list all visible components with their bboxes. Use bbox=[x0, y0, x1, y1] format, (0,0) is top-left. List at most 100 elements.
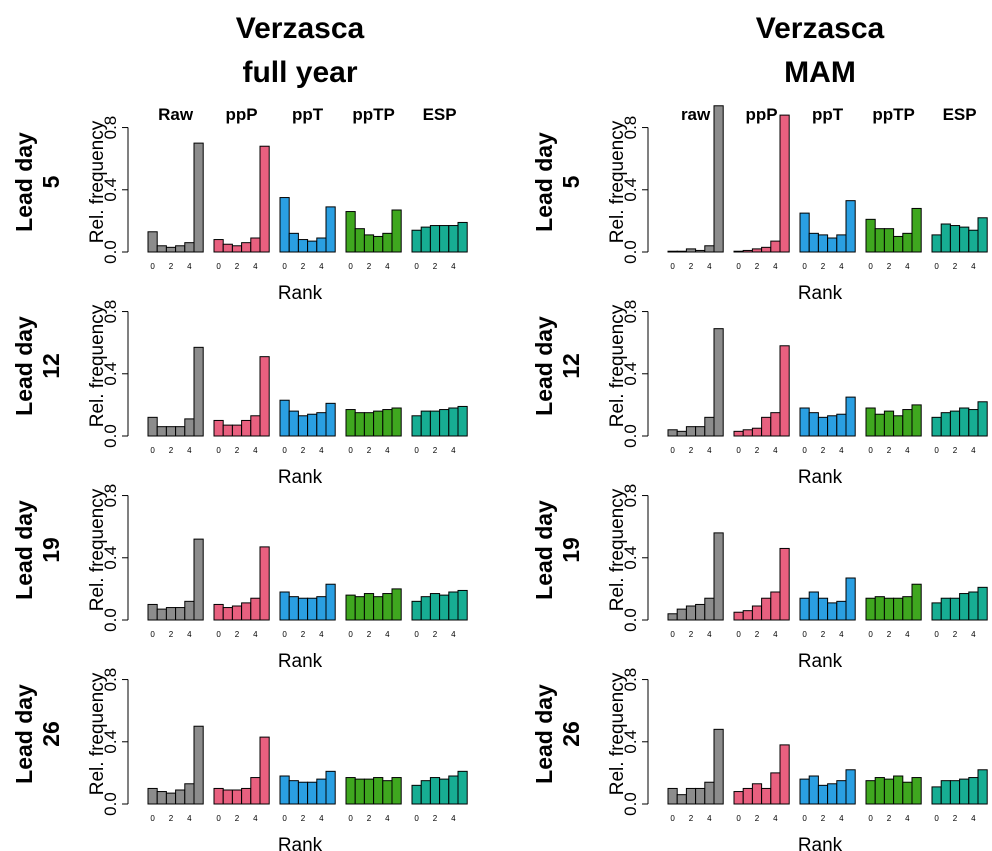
x-tick-label: 4 bbox=[971, 446, 976, 455]
y-axis-label: Rel. frequency bbox=[87, 672, 108, 795]
x-tick-label: 0 bbox=[802, 262, 807, 271]
x-tick-label: 0 bbox=[150, 630, 155, 639]
bar-ppp-rank-2 bbox=[231, 789, 243, 805]
x-tick-label: 0 bbox=[348, 814, 353, 823]
bar-esp-rank-4 bbox=[968, 409, 979, 437]
bar-pptp-rank-1 bbox=[354, 228, 365, 253]
bar-pptp-rank-0 bbox=[345, 594, 356, 621]
x-tick-label: 0 bbox=[348, 446, 353, 455]
x-tick-label: 2 bbox=[301, 814, 306, 823]
bar-pptp-rank-5 bbox=[911, 777, 922, 805]
row-label-lead-number: 5 bbox=[38, 175, 64, 188]
bar-raw-rank-2 bbox=[685, 426, 697, 437]
bar-pptp-rank-4 bbox=[382, 232, 393, 253]
bar-ppt-rank-0 bbox=[279, 399, 290, 437]
bar-pptp-rank-5 bbox=[911, 404, 922, 437]
bar-ppp-rank-5 bbox=[259, 736, 270, 805]
y-tick-label: 0.4 bbox=[621, 546, 640, 570]
bar-raw-rank-5 bbox=[713, 728, 724, 805]
bar-pptp-rank-2 bbox=[363, 234, 375, 253]
bar-ppt-rank-0 bbox=[799, 212, 810, 253]
bar-esp-rank-5 bbox=[457, 221, 468, 253]
x-tick-label: 2 bbox=[367, 446, 372, 455]
x-tick-label: 2 bbox=[433, 446, 438, 455]
bar-ppp-rank-3 bbox=[761, 246, 772, 253]
bar-esp-rank-0 bbox=[931, 786, 942, 805]
x-tick-label: 2 bbox=[301, 630, 306, 639]
x-tick-label: 4 bbox=[905, 630, 910, 639]
bar-ppp-rank-4 bbox=[250, 597, 261, 621]
bar-ppp-rank-1 bbox=[742, 429, 753, 437]
bar-raw-rank-3 bbox=[695, 249, 706, 253]
y-tick-label: 0.8 bbox=[621, 484, 640, 508]
bar-raw-rank-3 bbox=[175, 245, 186, 253]
y-tick-label: 0.4 bbox=[621, 730, 640, 754]
x-tick-label: 2 bbox=[887, 814, 892, 823]
y-tick-label: 0.4 bbox=[621, 178, 640, 202]
bar-ppt-rank-0 bbox=[799, 778, 810, 805]
y-tick-label: 0.8 bbox=[101, 484, 120, 508]
x-tick-label: 2 bbox=[367, 814, 372, 823]
x-tick-label: 2 bbox=[953, 446, 958, 455]
bar-esp-rank-4 bbox=[448, 775, 459, 805]
x-tick-label: 0 bbox=[216, 630, 221, 639]
bar-esp-rank-1 bbox=[420, 596, 431, 621]
bar-ppp-rank-5 bbox=[779, 114, 790, 253]
method-header-pptp: ppTP bbox=[352, 105, 395, 124]
bar-esp-rank-0 bbox=[931, 234, 942, 253]
x-tick-label: 4 bbox=[905, 262, 910, 271]
bar-esp-rank-1 bbox=[420, 780, 431, 805]
x-tick-label: 0 bbox=[670, 630, 675, 639]
bar-ppt-rank-3 bbox=[827, 237, 838, 253]
bar-esp-rank-0 bbox=[411, 229, 422, 253]
x-tick-label: 4 bbox=[319, 446, 324, 455]
bar-ppt-rank-4 bbox=[836, 600, 847, 621]
bar-ppt-rank-3 bbox=[307, 781, 318, 805]
x-tick-label: 0 bbox=[414, 446, 419, 455]
x-tick-label: 0 bbox=[670, 446, 675, 455]
bar-pptp-rank-1 bbox=[874, 777, 885, 805]
bar-ppp-rank-3 bbox=[761, 787, 772, 805]
y-tick-label: 0.0 bbox=[621, 240, 640, 264]
bar-ppp-rank-2 bbox=[751, 605, 763, 621]
bar-esp-rank-0 bbox=[411, 784, 422, 805]
bar-esp-rank-5 bbox=[977, 401, 988, 437]
bar-esp-rank-2 bbox=[429, 410, 441, 437]
bar-pptp-rank-1 bbox=[354, 412, 365, 437]
x-tick-label: 4 bbox=[385, 630, 390, 639]
bar-ppt-rank-5 bbox=[325, 770, 336, 805]
x-tick-label: 4 bbox=[451, 814, 456, 823]
x-tick-label: 4 bbox=[773, 446, 778, 455]
bar-esp-rank-2 bbox=[949, 597, 961, 621]
x-tick-label: 2 bbox=[887, 446, 892, 455]
y-tick-label: 0.8 bbox=[621, 116, 640, 140]
bar-pptp-rank-5 bbox=[391, 588, 402, 621]
bar-ppp-rank-4 bbox=[770, 772, 781, 805]
x-tick-label: 0 bbox=[282, 630, 287, 639]
x-tick-label: 0 bbox=[736, 446, 741, 455]
bar-raw-rank-1 bbox=[156, 791, 167, 805]
bar-ppp-rank-2 bbox=[751, 427, 763, 437]
x-axis-label: Rank bbox=[278, 651, 323, 672]
x-tick-label: 0 bbox=[868, 630, 873, 639]
bar-pptp-rank-4 bbox=[902, 781, 913, 805]
y-axis-label: Rel. frequency bbox=[607, 672, 628, 795]
bar-ppt-rank-3 bbox=[307, 413, 318, 437]
bar-esp-rank-4 bbox=[448, 591, 459, 621]
bar-esp-rank-4 bbox=[448, 407, 459, 437]
row-label-lead-number: 26 bbox=[38, 721, 64, 747]
bar-raw-rank-5 bbox=[193, 538, 204, 621]
x-axis-label: Rank bbox=[278, 835, 323, 851]
bar-raw-rank-4 bbox=[184, 418, 195, 437]
x-tick-label: 4 bbox=[319, 630, 324, 639]
x-tick-label: 4 bbox=[707, 262, 712, 271]
x-tick-label: 2 bbox=[821, 814, 826, 823]
x-tick-label: 2 bbox=[235, 814, 240, 823]
bar-raw-rank-4 bbox=[184, 242, 195, 253]
x-tick-label: 4 bbox=[187, 814, 192, 823]
x-tick-label: 2 bbox=[953, 262, 958, 271]
x-tick-label: 0 bbox=[670, 262, 675, 271]
bar-ppt-rank-3 bbox=[307, 240, 318, 253]
bar-raw-rank-5 bbox=[193, 346, 204, 437]
